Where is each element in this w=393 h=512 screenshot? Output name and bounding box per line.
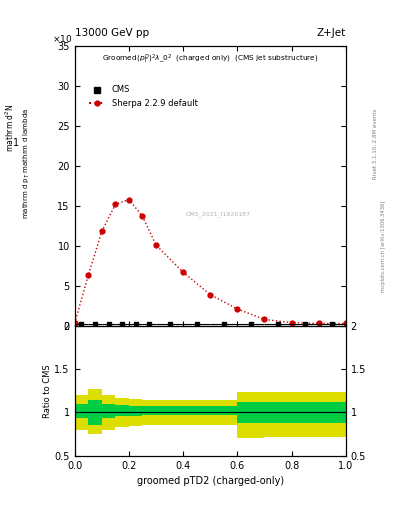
Legend: CMS, Sherpa 2.2.9 default: CMS, Sherpa 2.2.9 default [85, 82, 201, 111]
Text: CMS_2021_I1920187: CMS_2021_I1920187 [186, 211, 251, 217]
Text: mathrm d$^2$N: mathrm d$^2$N [4, 104, 17, 152]
Text: mathrm d p$_T$ mathrm d lambda: mathrm d p$_T$ mathrm d lambda [22, 108, 32, 220]
X-axis label: groomed pTD2 (charged-only): groomed pTD2 (charged-only) [137, 476, 284, 486]
Y-axis label: Ratio to CMS: Ratio to CMS [43, 364, 51, 418]
Text: Z+Jet: Z+Jet [317, 28, 346, 38]
Text: 13000 GeV pp: 13000 GeV pp [75, 28, 149, 38]
Text: mcplots.cern.ch [arXiv:1306.3436]: mcplots.cern.ch [arXiv:1306.3436] [381, 200, 386, 291]
Text: 1: 1 [13, 138, 19, 148]
Text: Groomed$(p_T^D)^2\lambda\_0^2$  (charged only)  (CMS jet substructure): Groomed$(p_T^D)^2\lambda\_0^2$ (charged … [102, 53, 318, 67]
Text: $\times$10: $\times$10 [51, 33, 72, 44]
Text: Rivet 3.1.10, 2.8M events: Rivet 3.1.10, 2.8M events [373, 108, 378, 179]
